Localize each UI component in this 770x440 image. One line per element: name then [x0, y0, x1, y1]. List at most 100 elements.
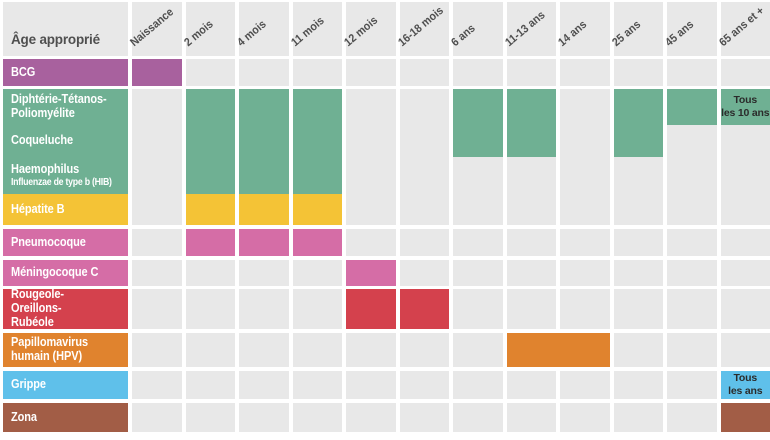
- cell-empty-naissance: [132, 260, 182, 286]
- cell-empty-14-ans: [560, 289, 610, 329]
- row-label-hepatite-b: Hépatite B: [3, 194, 128, 225]
- cell-empty-16-18-mois: [399, 89, 449, 225]
- cell-empty-11-13-ans: [506, 59, 556, 86]
- column-header-4-mois: 4 mois: [235, 2, 289, 56]
- cell-empty-65-ans-et: [720, 260, 770, 286]
- cell-empty-4-mois: [239, 59, 289, 86]
- column-header-label: 6 ans: [449, 22, 478, 49]
- column-header-25-ans: 25 ans: [610, 2, 663, 56]
- cell-empty-12-mois: [346, 229, 396, 256]
- cell-meningocoque-12-mois: [346, 260, 396, 286]
- column-header-2-mois: 2 mois: [182, 2, 235, 56]
- cell-empty-naissance: [132, 403, 182, 432]
- cell-empty-16-18-mois: [399, 403, 449, 432]
- cell-empty-2-mois: [185, 289, 235, 329]
- row-label-rougeole-oreillons-rubeole: Rougeole-Oreillons- Rubéole: [3, 287, 128, 329]
- cell-empty-14-ans: [560, 403, 610, 432]
- cell-rougeole-12-mois: [346, 289, 396, 329]
- cell-empty-65-ans-et: [720, 289, 770, 329]
- cell-empty-14-ans: [560, 371, 610, 399]
- cell-pneumocoque-4-mois: [239, 229, 289, 256]
- cell-dtp-45-ans: [667, 89, 717, 125]
- column-header-11-mois: 11 mois: [289, 2, 342, 56]
- cell-empty-16-18-mois: [399, 59, 449, 86]
- cell-empty-45-ans: [667, 260, 717, 286]
- cell-empty-12-mois: [346, 333, 396, 367]
- column-header-label: 65 ans et +: [716, 4, 767, 49]
- cell-dtp-2-mois: [185, 89, 235, 194]
- vaccination-schedule-grid: Âge approprié BCG Diphtérie-Tétanos- Pol…: [3, 2, 770, 432]
- cell-empty-naissance: [132, 333, 182, 367]
- cell-empty-45-ans: [667, 403, 717, 432]
- cell-empty-11-13-ans: [506, 157, 556, 225]
- cell-empty-11-13-ans: [506, 229, 556, 256]
- cell-empty-65-ans-et: [720, 333, 770, 367]
- cell-empty-25-ans: [613, 157, 663, 225]
- cell-empty-25-ans: [613, 371, 663, 399]
- cell-empty-naissance: [132, 229, 182, 256]
- row-label-pneumocoque: Pneumocoque: [3, 229, 128, 256]
- cell-empty-65-ans-et: [720, 229, 770, 256]
- row-label-papillomavirus-hpv: Papillomavirus humain (HPV): [3, 333, 128, 367]
- cell-pneumocoque-11-mois: [292, 229, 342, 256]
- column-header-65-ans-et: 65 ans et +: [717, 2, 770, 56]
- cell-empty-6-ans: [453, 229, 503, 256]
- column-header-45-ans: 45 ans: [663, 2, 717, 56]
- cell-empty-4-mois: [239, 333, 289, 367]
- cell-dtp-25-ans: [613, 89, 663, 157]
- cell-hepatite_b-4-mois: [239, 194, 289, 225]
- cell-empty-4-mois: [239, 289, 289, 329]
- cell-empty-11-13-ans: [506, 289, 556, 329]
- cell-empty-11-mois: [292, 260, 342, 286]
- row-label-coqueluche: Coqueluche: [11, 133, 74, 148]
- cell-empty-45-ans: [667, 289, 717, 329]
- column-header-label: 11 mois: [288, 14, 327, 49]
- cell-empty-11-mois: [292, 403, 342, 432]
- row-label-dtp: Diphtérie-Tétanos- Poliomyélite: [11, 92, 107, 120]
- cell-empty-4-mois: [239, 371, 289, 399]
- cell-empty-6-ans: [453, 371, 503, 399]
- cell-hpv-11-13-ans: [506, 333, 610, 367]
- column-header-label: 14 ans: [556, 18, 590, 49]
- cell-empty-6-ans: [453, 59, 503, 86]
- column-header-label: 16-18 mois: [395, 4, 446, 49]
- cell-empty-45-ans: [667, 333, 717, 367]
- cell-empty-45-ans: [667, 371, 717, 399]
- cell-bcg-naissance: [132, 59, 182, 86]
- cell-empty-11-13-ans: [506, 371, 556, 399]
- column-header-12-mois: 12 mois: [342, 2, 396, 56]
- cell-empty-12-mois: [346, 89, 396, 225]
- cell-empty-16-18-mois: [399, 333, 449, 367]
- cell-dtp-6-ans: [453, 89, 503, 157]
- cell-empty-6-ans: [453, 260, 503, 286]
- cell-dtp-65-ans-et: Tous les 10 ans: [720, 89, 770, 125]
- cell-empty-25-ans: [613, 289, 663, 329]
- cell-empty-12-mois: [346, 371, 396, 399]
- row-label-hib: Haemophilus Influenzae de type b (HIB): [11, 162, 112, 188]
- cell-empty-45-ans: [667, 229, 717, 256]
- cell-hepatite_b-2-mois: [185, 194, 235, 225]
- cell-empty-6-ans: [453, 289, 503, 329]
- cell-empty-11-mois: [292, 289, 342, 329]
- column-header-label: 11-13 ans: [502, 9, 548, 49]
- cell-empty-naissance: [132, 89, 182, 225]
- cell-empty-2-mois: [185, 403, 235, 432]
- cell-empty-11-13-ans: [506, 260, 556, 286]
- cell-empty-25-ans: [613, 333, 663, 367]
- cell-empty-naissance: [132, 289, 182, 329]
- cell-empty-naissance: [132, 371, 182, 399]
- column-header-naissance: Naissance: [128, 2, 182, 56]
- cell-empty-14-ans: [560, 89, 610, 225]
- cell-empty-2-mois: [185, 371, 235, 399]
- cell-empty-12-mois: [346, 59, 396, 86]
- cell-empty-11-13-ans: [506, 403, 556, 432]
- cell-empty-14-ans: [560, 260, 610, 286]
- cell-grippe-65-ans-et: Tous les ans: [720, 371, 770, 399]
- row-label-bcg: BCG: [3, 59, 128, 86]
- cell-empty-25-ans: [613, 59, 663, 86]
- cell-empty-11-mois: [292, 333, 342, 367]
- cell-dtp-11-mois: [292, 89, 342, 194]
- row-label-dtp-block: Diphtérie-Tétanos- Poliomyélite Coqueluc…: [3, 89, 128, 194]
- cell-empty-2-mois: [185, 333, 235, 367]
